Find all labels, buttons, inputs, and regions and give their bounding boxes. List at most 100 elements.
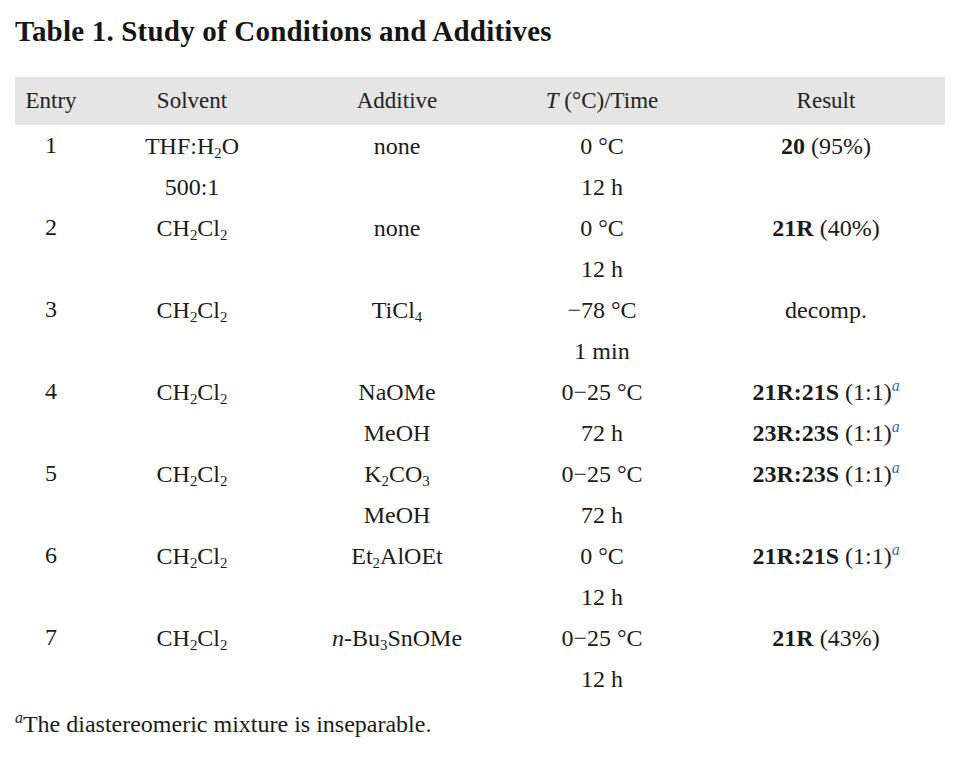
cell-result: decomp. bbox=[707, 289, 945, 330]
cell-text-segment: none bbox=[374, 133, 421, 159]
cell-text-segment: 23R:23S bbox=[752, 461, 839, 487]
cell-temp-time: 12 h bbox=[497, 248, 707, 289]
cell-text-segment: Et bbox=[351, 543, 372, 569]
cell-text-segment: NaOMe bbox=[358, 379, 435, 405]
cell-text-segment: 21R:21S bbox=[752, 379, 839, 405]
cell-text-segment: 0−25 °C bbox=[561, 379, 642, 405]
cell-additive bbox=[297, 166, 497, 207]
cell-solvent: CH2Cl2 bbox=[87, 453, 297, 494]
cell-temp-time: 0 °C bbox=[497, 125, 707, 166]
table-row-2-line-2: 12 h bbox=[15, 248, 945, 289]
paper-table-figure: Table 1. Study of Conditions and Additiv… bbox=[0, 0, 960, 770]
cell-result bbox=[707, 494, 945, 535]
footnote-text: The diastereomeric mixture is inseparabl… bbox=[23, 711, 432, 737]
cell-text-segment: 2 bbox=[373, 555, 380, 571]
cell-result: 21R:21S (1:1)a bbox=[707, 371, 945, 412]
cell-text-segment: 2 bbox=[220, 555, 227, 571]
cell-additive: none bbox=[297, 207, 497, 248]
table-row-1-line-2: 500:1 12 h bbox=[15, 166, 945, 207]
cell-text-segment: 2 bbox=[214, 145, 221, 161]
cell-additive: none bbox=[297, 125, 497, 166]
table-row-6-line-1: 6CH2Cl2Et2AlOEt0 °C21R:21S (1:1)a bbox=[15, 535, 945, 576]
cell-text-segment: 2 bbox=[220, 227, 227, 243]
cell-text-segment: none bbox=[374, 215, 421, 241]
cell-text-segment: (95%) bbox=[805, 133, 871, 159]
cell-temp-time: 12 h bbox=[497, 658, 707, 699]
col-header-result: Result bbox=[707, 77, 945, 125]
col-header-additive: Additive bbox=[297, 77, 497, 125]
cell-additive: TiCl4 bbox=[297, 289, 497, 330]
table-row-4-line-1: 4CH2Cl2NaOMe0−25 °C21R:21S (1:1)a bbox=[15, 371, 945, 412]
cell-additive: NaOMe bbox=[297, 371, 497, 412]
footnote-marker: a bbox=[15, 709, 23, 726]
cell-solvent bbox=[87, 658, 297, 699]
cell-text-segment: TiCl bbox=[372, 297, 415, 323]
cell-temp-time: 72 h bbox=[497, 494, 707, 535]
cell-result: 23R:23S (1:1)a bbox=[707, 453, 945, 494]
cell-additive bbox=[297, 248, 497, 289]
cell-solvent bbox=[87, 494, 297, 535]
cell-text-segment: (1:1) bbox=[839, 420, 892, 446]
cell-result: 23R:23S (1:1)a bbox=[707, 412, 945, 453]
cell-text-segment: Cl bbox=[197, 215, 220, 241]
cell-solvent: CH2Cl2 bbox=[87, 207, 297, 248]
cell-text-segment: CH bbox=[157, 625, 190, 651]
cell-text-segment: (1:1) bbox=[839, 543, 892, 569]
cell-text-segment: (40%) bbox=[814, 215, 880, 241]
cell-text-segment: 72 h bbox=[581, 420, 623, 446]
cell-additive bbox=[297, 330, 497, 371]
table-row-5-line-1: 5CH2Cl2K2CO30−25 °C23R:23S (1:1)a bbox=[15, 453, 945, 494]
table-footnote: aThe diastereomeric mixture is inseparab… bbox=[15, 711, 960, 738]
cell-text-segment: K bbox=[364, 461, 381, 487]
cell-solvent: CH2Cl2 bbox=[87, 617, 297, 658]
cell-text-segment: (1:1) bbox=[839, 461, 892, 487]
footnote-ref-sup: a bbox=[892, 541, 900, 558]
cell-text-segment: 0−25 °C bbox=[561, 625, 642, 651]
cell-result bbox=[707, 576, 945, 617]
cell-result: 21R (40%) bbox=[707, 207, 945, 248]
cell-text-segment: 500:1 bbox=[165, 174, 220, 200]
cell-text-segment: 12 h bbox=[581, 174, 623, 200]
cell-solvent: THF:H2O bbox=[87, 125, 297, 166]
cell-text-segment: Cl bbox=[197, 297, 220, 323]
cell-text-segment: n bbox=[332, 625, 344, 651]
cell-text-segment: −78 °C bbox=[567, 297, 636, 323]
cell-result bbox=[707, 248, 945, 289]
table-body: 1THF:H2Onone0 °C20 (95%)500:112 h2CH2Cl2… bbox=[15, 125, 945, 699]
cell-result: 20 (95%) bbox=[707, 125, 945, 166]
footnote-ref-sup: a bbox=[892, 377, 900, 394]
cell-text-segment: 12 h bbox=[581, 584, 623, 610]
cell-temp-time: 0−25 °C bbox=[497, 371, 707, 412]
cell-text-segment: 72 h bbox=[581, 502, 623, 528]
cell-result bbox=[707, 658, 945, 699]
col-header-entry: Entry bbox=[15, 77, 87, 125]
cell-temp-time: 1 min bbox=[497, 330, 707, 371]
cell-text-segment: decomp. bbox=[785, 297, 867, 323]
table-row-7-line-2: 12 h bbox=[15, 658, 945, 699]
cell-text-segment: O bbox=[222, 133, 239, 159]
cell-text-segment: SnOMe bbox=[387, 625, 462, 651]
cell-text-segment: AlOEt bbox=[380, 543, 443, 569]
table-row-2-line-1: 2CH2Cl2none0 °C21R (40%) bbox=[15, 207, 945, 248]
cell-temp-time: 72 h bbox=[497, 412, 707, 453]
cell-text-segment: 2 bbox=[220, 391, 227, 407]
cell-text-segment: 12 h bbox=[581, 666, 623, 692]
cell-text-segment: 2 bbox=[382, 473, 389, 489]
cell-text-segment: Cl bbox=[197, 543, 220, 569]
cell-additive: MeOH bbox=[297, 412, 497, 453]
table-row-6-line-2: 12 h bbox=[15, 576, 945, 617]
cell-entry-1: 1 bbox=[15, 125, 87, 207]
cell-text-segment: 2 bbox=[220, 309, 227, 325]
cell-temp-time: 0−25 °C bbox=[497, 617, 707, 658]
cell-solvent: 500:1 bbox=[87, 166, 297, 207]
cell-text-segment: 21R bbox=[772, 625, 813, 651]
cell-text-segment: MeOH bbox=[364, 420, 431, 446]
cell-result: 21R (43%) bbox=[707, 617, 945, 658]
cell-entry-5: 5 bbox=[15, 453, 87, 535]
temp-units-label: (°C)/Time bbox=[559, 88, 659, 113]
cell-text-segment: CH bbox=[157, 215, 190, 241]
cell-text-segment: 1 min bbox=[574, 338, 629, 364]
cell-solvent: CH2Cl2 bbox=[87, 371, 297, 412]
table-row-5-line-2: MeOH72 h bbox=[15, 494, 945, 535]
cell-text-segment: Cl bbox=[197, 379, 220, 405]
